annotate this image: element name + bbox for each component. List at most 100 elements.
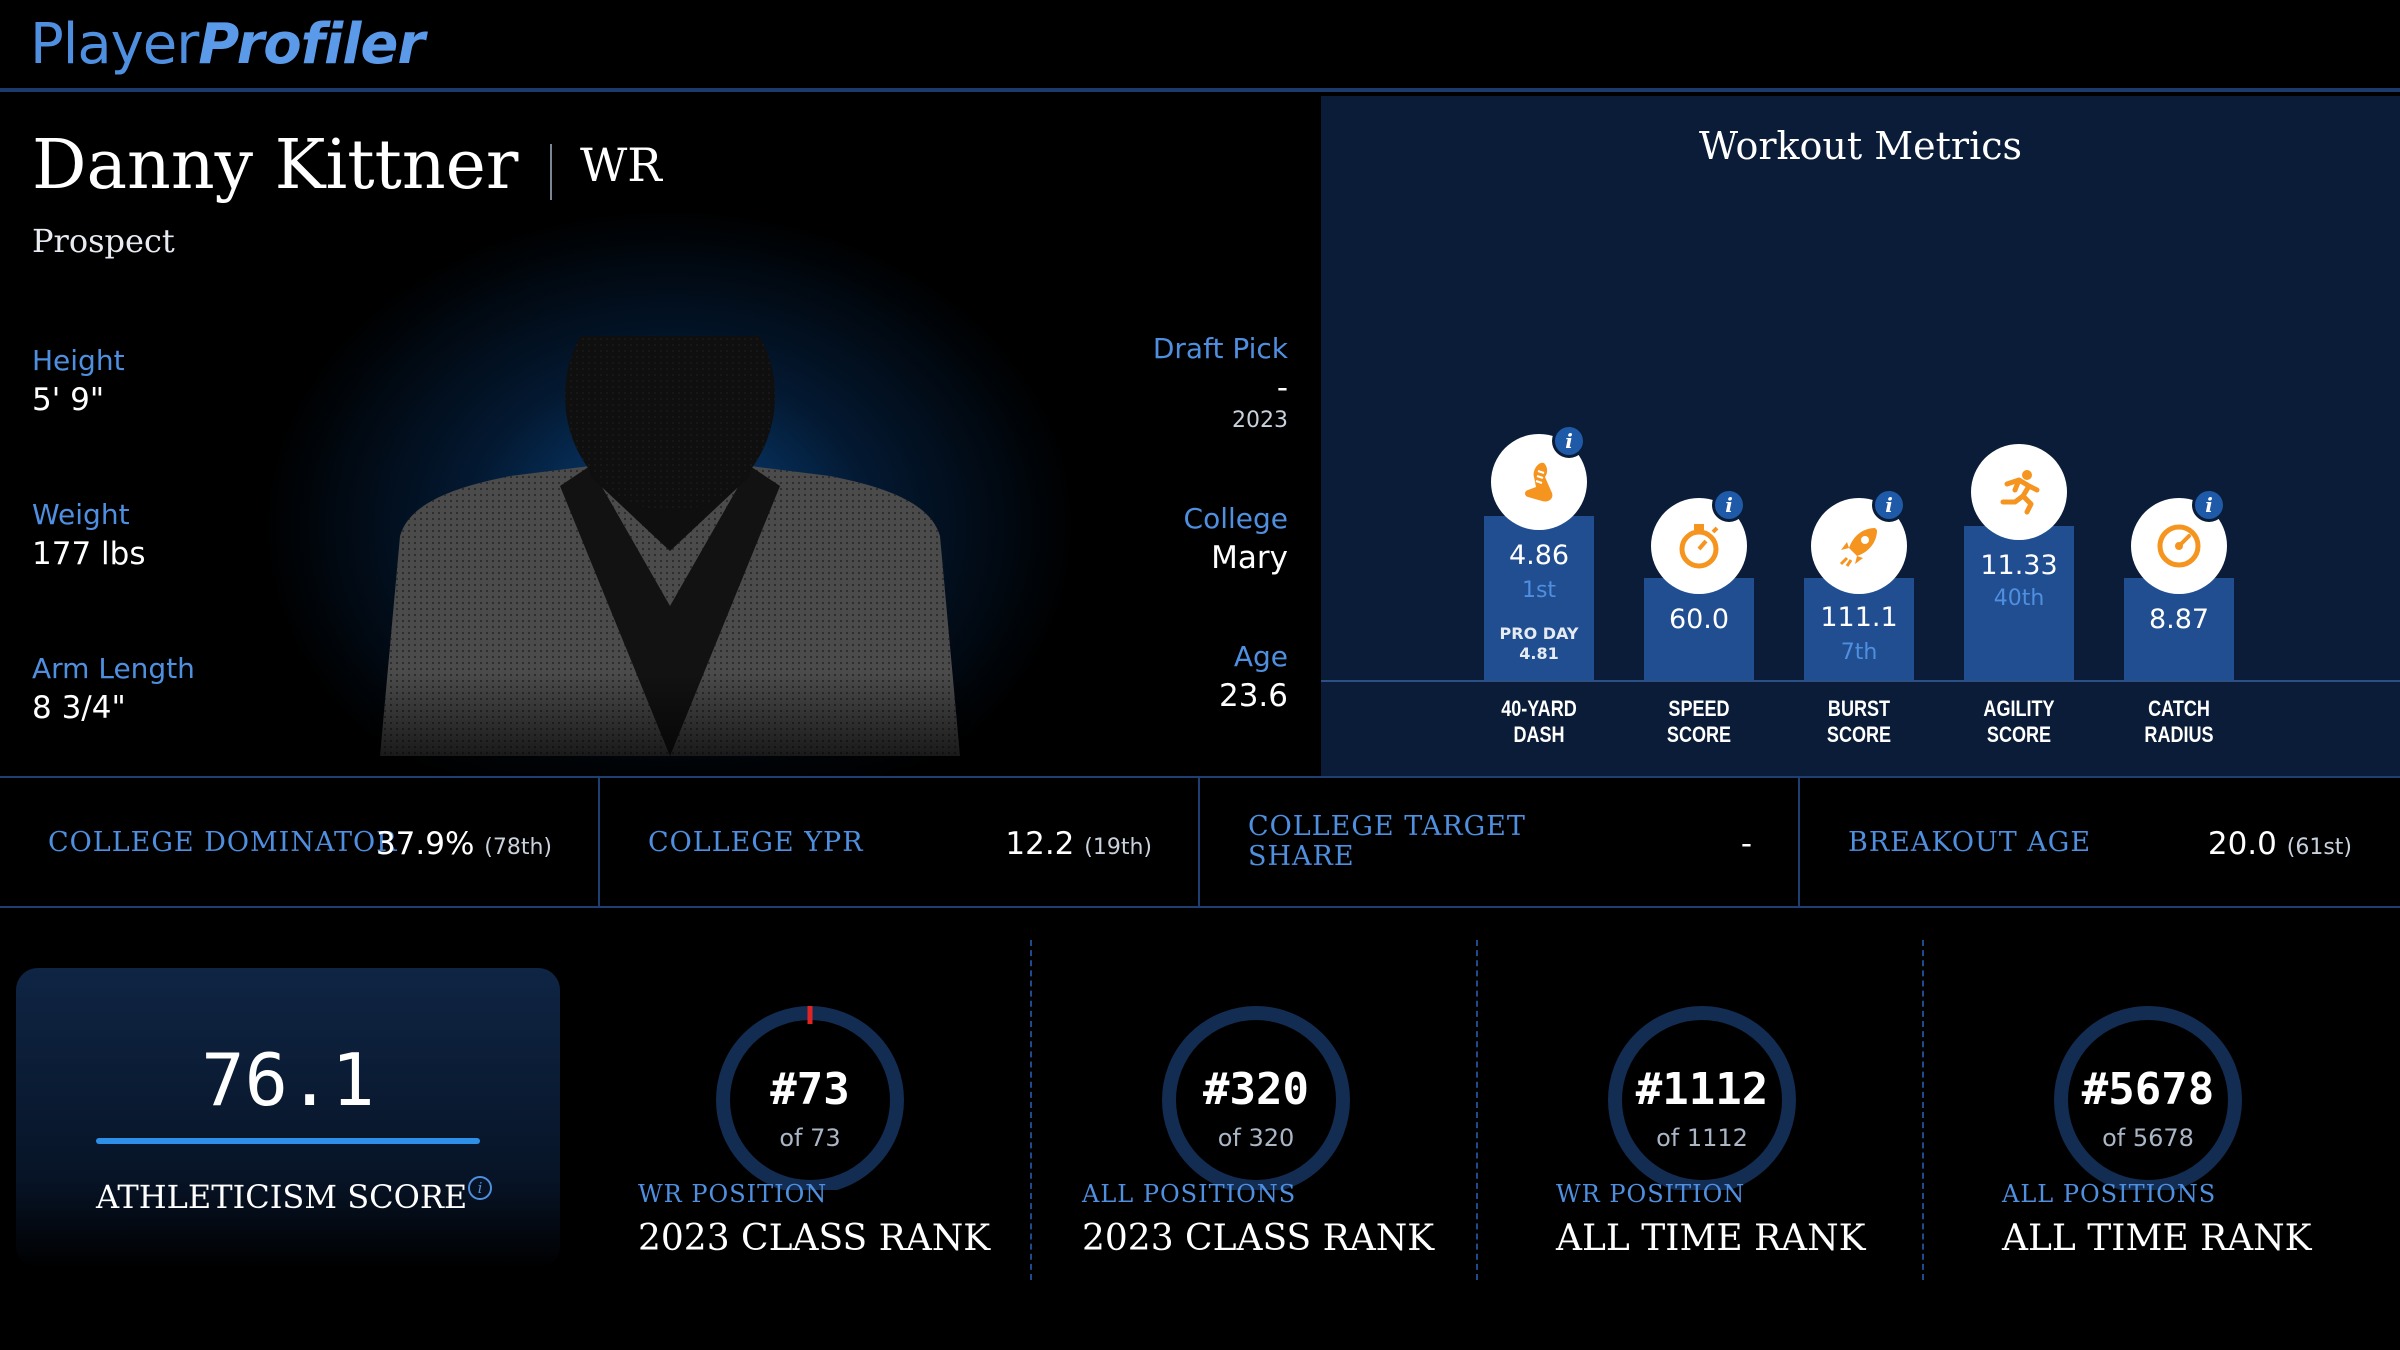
metric-icon-wrap	[1964, 444, 2074, 540]
rank-of: of 5678	[2102, 1124, 2194, 1152]
metric-speed-score: 60.0	[1644, 578, 1754, 680]
metric-label-speed: SPEED SCORE	[1666, 696, 1732, 747]
cell-divider	[1798, 778, 1800, 906]
draft-year: 2023	[1232, 408, 1288, 433]
college-value: Mary	[1211, 540, 1288, 576]
draft-pick-value: -	[1276, 370, 1288, 406]
workout-metrics-panel: Workout Metrics 4.86 1st PRO DAY 4.81 i …	[1321, 96, 2400, 776]
metric-bar	[1484, 516, 1594, 680]
rank-divider	[1922, 940, 1924, 1280]
rank-title: 2023 CLASS RANK	[1082, 1218, 1435, 1259]
height-value: 5' 9"	[32, 382, 105, 418]
metric-value: 111.1	[1820, 602, 1898, 633]
athleticism-score-bar	[96, 1138, 480, 1144]
college-ypr-value: 12.2 (19th)	[1005, 826, 1152, 862]
arm-length-value: 8 3/4"	[32, 690, 126, 726]
info-icon[interactable]: i	[1872, 488, 1906, 522]
rank-ring	[1608, 1006, 1796, 1190]
metric-info-wrap: i	[1552, 424, 1662, 464]
rank-title: ALL TIME RANK	[1556, 1218, 1866, 1259]
college-ypr-label: COLLEGE YPR	[648, 827, 864, 858]
metric-bar	[1804, 578, 1914, 680]
college-dominator-label: COLLEGE DOMINATOR	[48, 827, 398, 858]
name-separator	[550, 144, 552, 200]
rank-category: WR POSITION	[638, 1180, 828, 1208]
rank-divider	[1476, 940, 1478, 1280]
metric-bar	[1964, 526, 2074, 680]
metric-label-catch: CATCH RADIUS	[2144, 696, 2214, 747]
rank-title: 2023 CLASS RANK	[638, 1218, 991, 1259]
metric-forty-yard-dash: 4.86 1st PRO DAY 4.81	[1484, 516, 1594, 680]
athleticism-score-card: 76.1 ATHLETICISM SCORE i	[16, 968, 560, 1268]
rank-wr-alltime: #1112 of 1112 WR POSITION ALL TIME RANK	[1482, 940, 1928, 1280]
rank-category: WR POSITION	[1556, 1180, 1746, 1208]
weight-label: Weight	[32, 498, 130, 531]
age-value: 23.6	[1218, 678, 1288, 714]
player-position: WR	[580, 138, 662, 192]
info-icon[interactable]: i	[1552, 424, 1586, 458]
info-icon[interactable]: i	[2192, 488, 2226, 522]
breakout-age-cell: BREAKOUT AGE 20.0 (61st)	[1800, 778, 2400, 906]
rank-of: of 73	[779, 1124, 841, 1152]
workout-metrics-title: Workout Metrics	[1698, 124, 2023, 168]
metric-agility-score: 11.33 40th	[1964, 526, 2074, 680]
metric-rank: 1st	[1521, 578, 1557, 603]
college-target-share-cell: COLLEGE TARGET SHARE -	[1200, 778, 1800, 906]
rank-wr-class: #73 of 73 WR POSITION 2023 CLASS RANK	[590, 940, 1036, 1280]
rank-title: ALL TIME RANK	[2002, 1218, 2312, 1259]
top-bar: PlayerProfiler	[0, 0, 2400, 92]
metric-pro-day-label: PRO DAY	[1499, 624, 1579, 643]
metric-label-agility: AGILITY SCORE	[1983, 696, 2055, 747]
player-name: Danny Kittner	[32, 126, 519, 205]
rank-number: #1112	[1635, 1064, 1769, 1115]
workout-baseline	[1321, 680, 2400, 682]
breakout-age-value: 20.0 (61st)	[2207, 826, 2352, 862]
athleticism-score-value: 76.1	[201, 1038, 375, 1122]
breakout-age-label: BREAKOUT AGE	[1848, 827, 2092, 858]
info-icon[interactable]: i	[1712, 488, 1746, 522]
rank-number: #73	[770, 1064, 850, 1115]
rank-ring	[1162, 1006, 1350, 1190]
rank-divider	[1030, 940, 1032, 1280]
metric-rank: 7th	[1840, 640, 1878, 665]
rank-ring	[716, 1006, 904, 1190]
cell-divider	[1198, 778, 1200, 906]
weight-value: 177 lbs	[32, 536, 146, 572]
site-logo[interactable]: PlayerProfiler	[30, 12, 425, 77]
college-target-share-label: COLLEGE TARGET SHARE	[1248, 811, 1526, 872]
college-dominator-cell: COLLEGE DOMINATOR 37.9% (78th)	[0, 778, 600, 906]
rank-of: of 1112	[1656, 1124, 1748, 1152]
rank-category: ALL POSITIONS	[1082, 1180, 1297, 1208]
metric-value: 8.87	[2148, 604, 2210, 635]
rank-category: ALL POSITIONS	[2002, 1180, 2217, 1208]
runner-icon	[1971, 444, 2067, 540]
metric-info-wrap: i	[1872, 488, 1982, 528]
rank-all-alltime: #5678 of 5678 ALL POSITIONS ALL TIME RAN…	[1928, 940, 2374, 1280]
metric-bar	[2124, 578, 2234, 680]
arm-length-label: Arm Length	[32, 652, 195, 685]
metric-catch-radius: 8.87	[2124, 578, 2234, 680]
college-ypr-cell: COLLEGE YPR 12.2 (19th)	[600, 778, 1200, 906]
metric-burst-score: 111.1 7th	[1804, 578, 1914, 680]
metric-rank: 40th	[1993, 586, 2045, 611]
player-silhouette	[370, 336, 970, 776]
metric-label-burst: BURST SCORE	[1826, 696, 1892, 747]
metric-value: 4.86	[1508, 540, 1570, 571]
cell-divider	[598, 778, 600, 906]
metric-label-forty: 40-YARD DASH	[1501, 696, 1577, 747]
college-dominator-value: 37.9% (78th)	[375, 826, 552, 862]
college-target-share-value: -	[1740, 826, 1752, 862]
info-icon[interactable]: i	[468, 1176, 492, 1200]
rank-of: of 320	[1217, 1124, 1295, 1152]
athleticism-score-label: ATHLETICISM SCORE	[96, 1178, 468, 1216]
metric-bar	[1644, 578, 1754, 680]
rank-ring	[2054, 1006, 2242, 1190]
draft-pick-label: Draft Pick	[1152, 332, 1288, 365]
player-status: Prospect	[32, 222, 175, 260]
height-label: Height	[32, 344, 125, 377]
metric-info-wrap: i	[1712, 488, 1822, 528]
metric-pro-day-value: 4.81	[1519, 644, 1559, 663]
player-profile-panel: Danny Kittner WR Prospect Height 5' 9" W…	[0, 96, 1320, 776]
rank-number: #320	[1203, 1064, 1309, 1115]
rank-number: #5678	[2081, 1064, 2215, 1115]
